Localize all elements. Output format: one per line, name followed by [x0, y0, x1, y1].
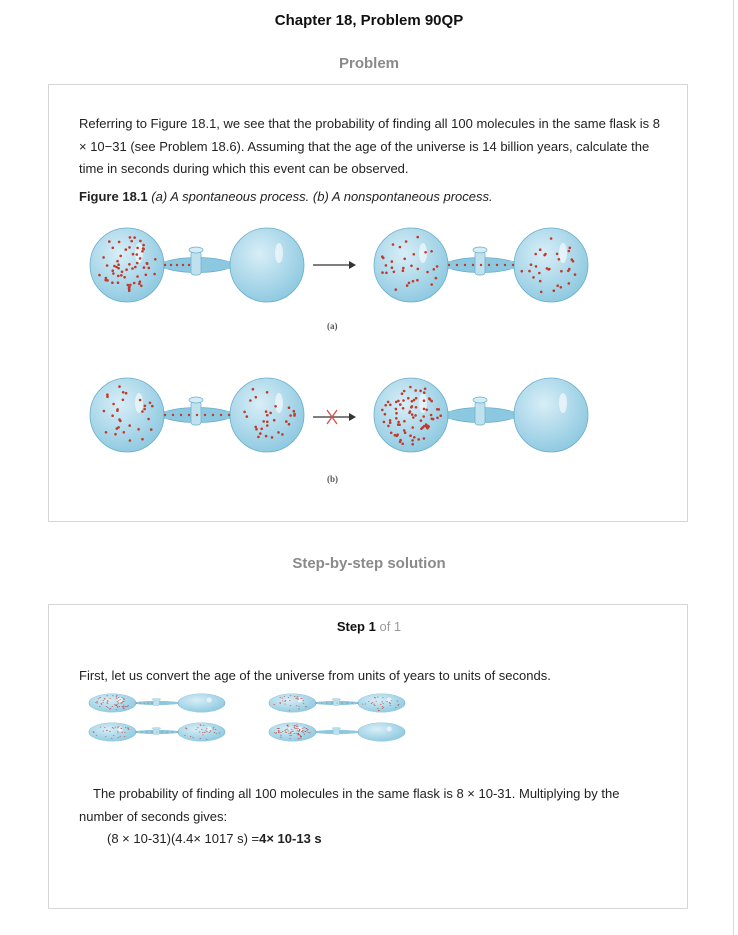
- result-expression: (8 × 10-31)(4.4× 1017 s) =: [107, 831, 260, 846]
- step-total: of 1: [379, 619, 402, 634]
- problem-text: Referring to Figure 18.1, we see that th…: [79, 116, 660, 176]
- thumb-flask-4: [268, 722, 406, 742]
- problem-heading: Problem: [338, 55, 399, 72]
- solution-line-1: First, let us convert the age of the uni…: [79, 668, 551, 683]
- thumb-flask-3: [88, 722, 226, 742]
- flask-b-left-molecules-spread: [89, 377, 305, 453]
- step-number: Step 1: [336, 619, 376, 634]
- blocked-arrow-icon: [313, 409, 356, 425]
- chapter-title: Chapter 18, Problem 90QP: [274, 12, 464, 29]
- page-right-border: [733, 0, 734, 935]
- thumb-flask-1: [88, 693, 226, 713]
- result-answer: 4× 10-13 s: [259, 831, 322, 846]
- figure-label-b: (b): [327, 474, 338, 484]
- figure-caption-text: (a) A spontaneous process. (b) A nonspon…: [151, 189, 493, 204]
- solution-line-2: The probability of finding all 100 molec…: [79, 786, 620, 824]
- figure-caption: Figure 18.1 (a) A spontaneous process. (…: [79, 189, 493, 204]
- figure-label-a: (a): [327, 321, 338, 331]
- step-indicator: Step 1 of 1: [49, 619, 689, 634]
- figure-caption-label: Figure 18.1: [79, 189, 148, 204]
- flask-b-right-molecules-left: [373, 377, 589, 453]
- solution-card: Step 1 of 1 First, let us convert the ag…: [48, 604, 688, 909]
- flask-a-left-molecules-left: [89, 227, 305, 303]
- flask-a-right-molecules-spread: [373, 227, 589, 303]
- arrow-icon: [313, 261, 356, 269]
- problem-card: Referring to Figure 18.1, we see that th…: [48, 84, 688, 522]
- solution-heading: Step-by-step solution: [292, 555, 446, 572]
- result-line: (8 × 10-31)(4.4× 1017 s) =4× 10-13 s: [107, 831, 322, 846]
- thumb-flask-2: [268, 693, 406, 713]
